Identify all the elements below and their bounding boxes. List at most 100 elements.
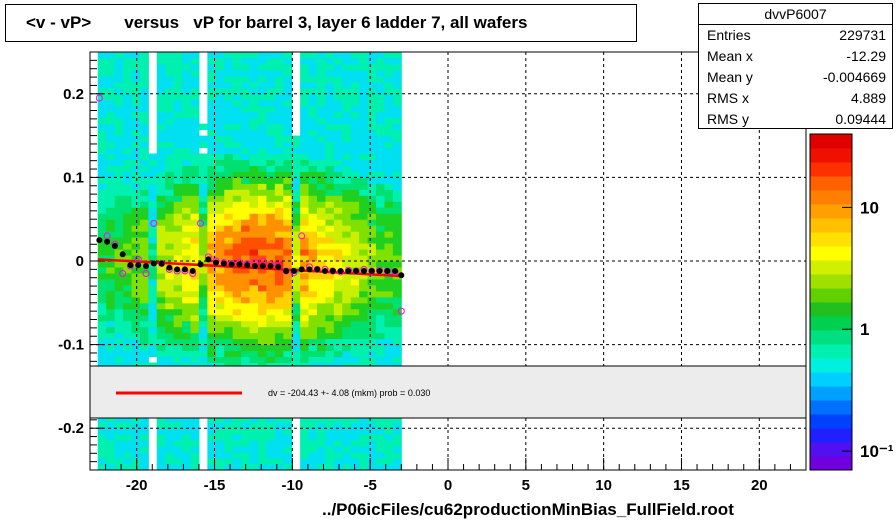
heatmap-cell: [384, 141, 394, 149]
heatmap-cell: [123, 111, 133, 119]
heatmap-cell: [367, 428, 377, 435]
heatmap-cell: [182, 219, 192, 226]
heatmap-cell: [173, 308, 183, 316]
heatmap-cell: [316, 231, 326, 238]
heatmap-cell: [333, 153, 343, 160]
heatmap-cell: [165, 255, 175, 262]
heatmap-cells: [97, 52, 402, 471]
heatmap-cell: [308, 52, 318, 59]
heatmap-cell: [106, 153, 116, 160]
heatmap-cell: [342, 332, 352, 340]
heatmap-cell: [165, 249, 175, 256]
heatmap-cell: [165, 135, 175, 143]
heatmap-cell: [274, 207, 284, 214]
heatmap-cell: [97, 123, 107, 131]
heatmap-cell: [241, 338, 251, 346]
heatmap-cell: [190, 458, 200, 465]
heatmap-cell: [215, 75, 225, 83]
heatmap-cell: [173, 237, 183, 244]
heatmap-cell: [350, 171, 360, 178]
heatmap-cell: [232, 452, 242, 459]
heatmap-cell: [384, 314, 394, 322]
heatmap-cell: [106, 356, 116, 364]
heatmap-cell: [342, 338, 352, 346]
heatmap-cell: [257, 123, 267, 131]
heatmap-cell: [266, 159, 276, 166]
heatmap-cell: [215, 153, 225, 160]
heatmap-cell: [139, 302, 149, 310]
heatmap-cell: [376, 356, 385, 364]
heatmap-cell: [359, 171, 369, 178]
heatmap-cell: [215, 201, 225, 208]
heatmap-cell: [97, 320, 107, 328]
heatmap-cell: [376, 69, 385, 77]
heatmap-cell: [139, 219, 149, 226]
heatmap-cell: [215, 326, 225, 334]
heatmap-cell: [165, 105, 175, 113]
heatmap-cell: [182, 75, 192, 83]
heatmap-cell: [198, 338, 208, 346]
heatmap-cell: [291, 153, 301, 160]
heatmap-cell: [131, 255, 141, 262]
plot-title: <v - vP> versus vP for barrel 3, layer 6…: [5, 4, 637, 42]
heatmap-cell: [139, 99, 149, 107]
heatmap-cell: [114, 81, 124, 89]
heatmap-cell: [283, 111, 293, 119]
heatmap-cell: [384, 177, 394, 184]
heatmap-cell: [325, 278, 335, 286]
heatmap-cell: [376, 308, 385, 316]
heatmap-cell: [139, 69, 149, 77]
heatmap-cell: [333, 416, 343, 423]
heatmap-cell: [224, 243, 234, 250]
colorbar-segment: [810, 176, 852, 191]
heatmap-cell: [384, 111, 394, 119]
heatmap-cell: [316, 147, 326, 155]
heatmap-cell: [359, 201, 369, 208]
heatmap-cell: [384, 452, 394, 459]
heatmap-cell: [173, 117, 183, 125]
heatmap-cell: [215, 231, 225, 238]
heatmap-cell: [165, 165, 175, 172]
heatmap-cell: [232, 99, 242, 107]
heatmap-cell: [274, 52, 284, 59]
heatmap-cell: [367, 159, 377, 166]
heatmap-cell: [106, 141, 116, 149]
heatmap-cell: [190, 93, 200, 101]
heatmap-cell: [139, 332, 149, 340]
heatmap-cell: [283, 141, 293, 149]
heatmap-cell: [198, 308, 208, 316]
heatmap-cell: [384, 231, 394, 238]
heatmap-cell: [131, 117, 141, 125]
heatmap-cell: [131, 147, 141, 155]
heatmap-cell: [123, 243, 133, 250]
heatmap-cell: [249, 99, 259, 107]
heatmap-cell: [215, 81, 225, 89]
heatmap-cell: [182, 117, 192, 125]
profile-point: [104, 238, 111, 245]
heatmap-cell: [165, 440, 175, 447]
heatmap-cell: [207, 99, 217, 107]
heatmap-cell: [165, 87, 175, 95]
heatmap-cell: [165, 183, 175, 190]
heatmap-cell: [241, 147, 251, 155]
heatmap-cell: [266, 231, 276, 238]
heatmap-cell: [376, 177, 385, 184]
heatmap-cell: [156, 278, 166, 286]
heatmap-cell: [376, 147, 385, 155]
heatmap-cell: [342, 57, 352, 65]
heatmap-cell: [224, 63, 234, 71]
heatmap-cell: [266, 332, 276, 340]
heatmap-cell: [316, 434, 326, 441]
heatmap-cell: [342, 171, 352, 178]
heatmap-cell: [325, 69, 335, 77]
heatmap-cell: [257, 458, 267, 465]
heatmap-cell: [333, 135, 343, 143]
heatmap-cell: [114, 320, 124, 328]
heatmap-cell: [333, 278, 343, 286]
heatmap-cell: [173, 207, 183, 214]
heatmap-cell: [198, 266, 208, 274]
heatmap-cell: [139, 213, 149, 220]
heatmap-cell: [97, 356, 107, 364]
heatmap-cell: [131, 452, 141, 459]
heatmap-cell: [316, 105, 326, 113]
